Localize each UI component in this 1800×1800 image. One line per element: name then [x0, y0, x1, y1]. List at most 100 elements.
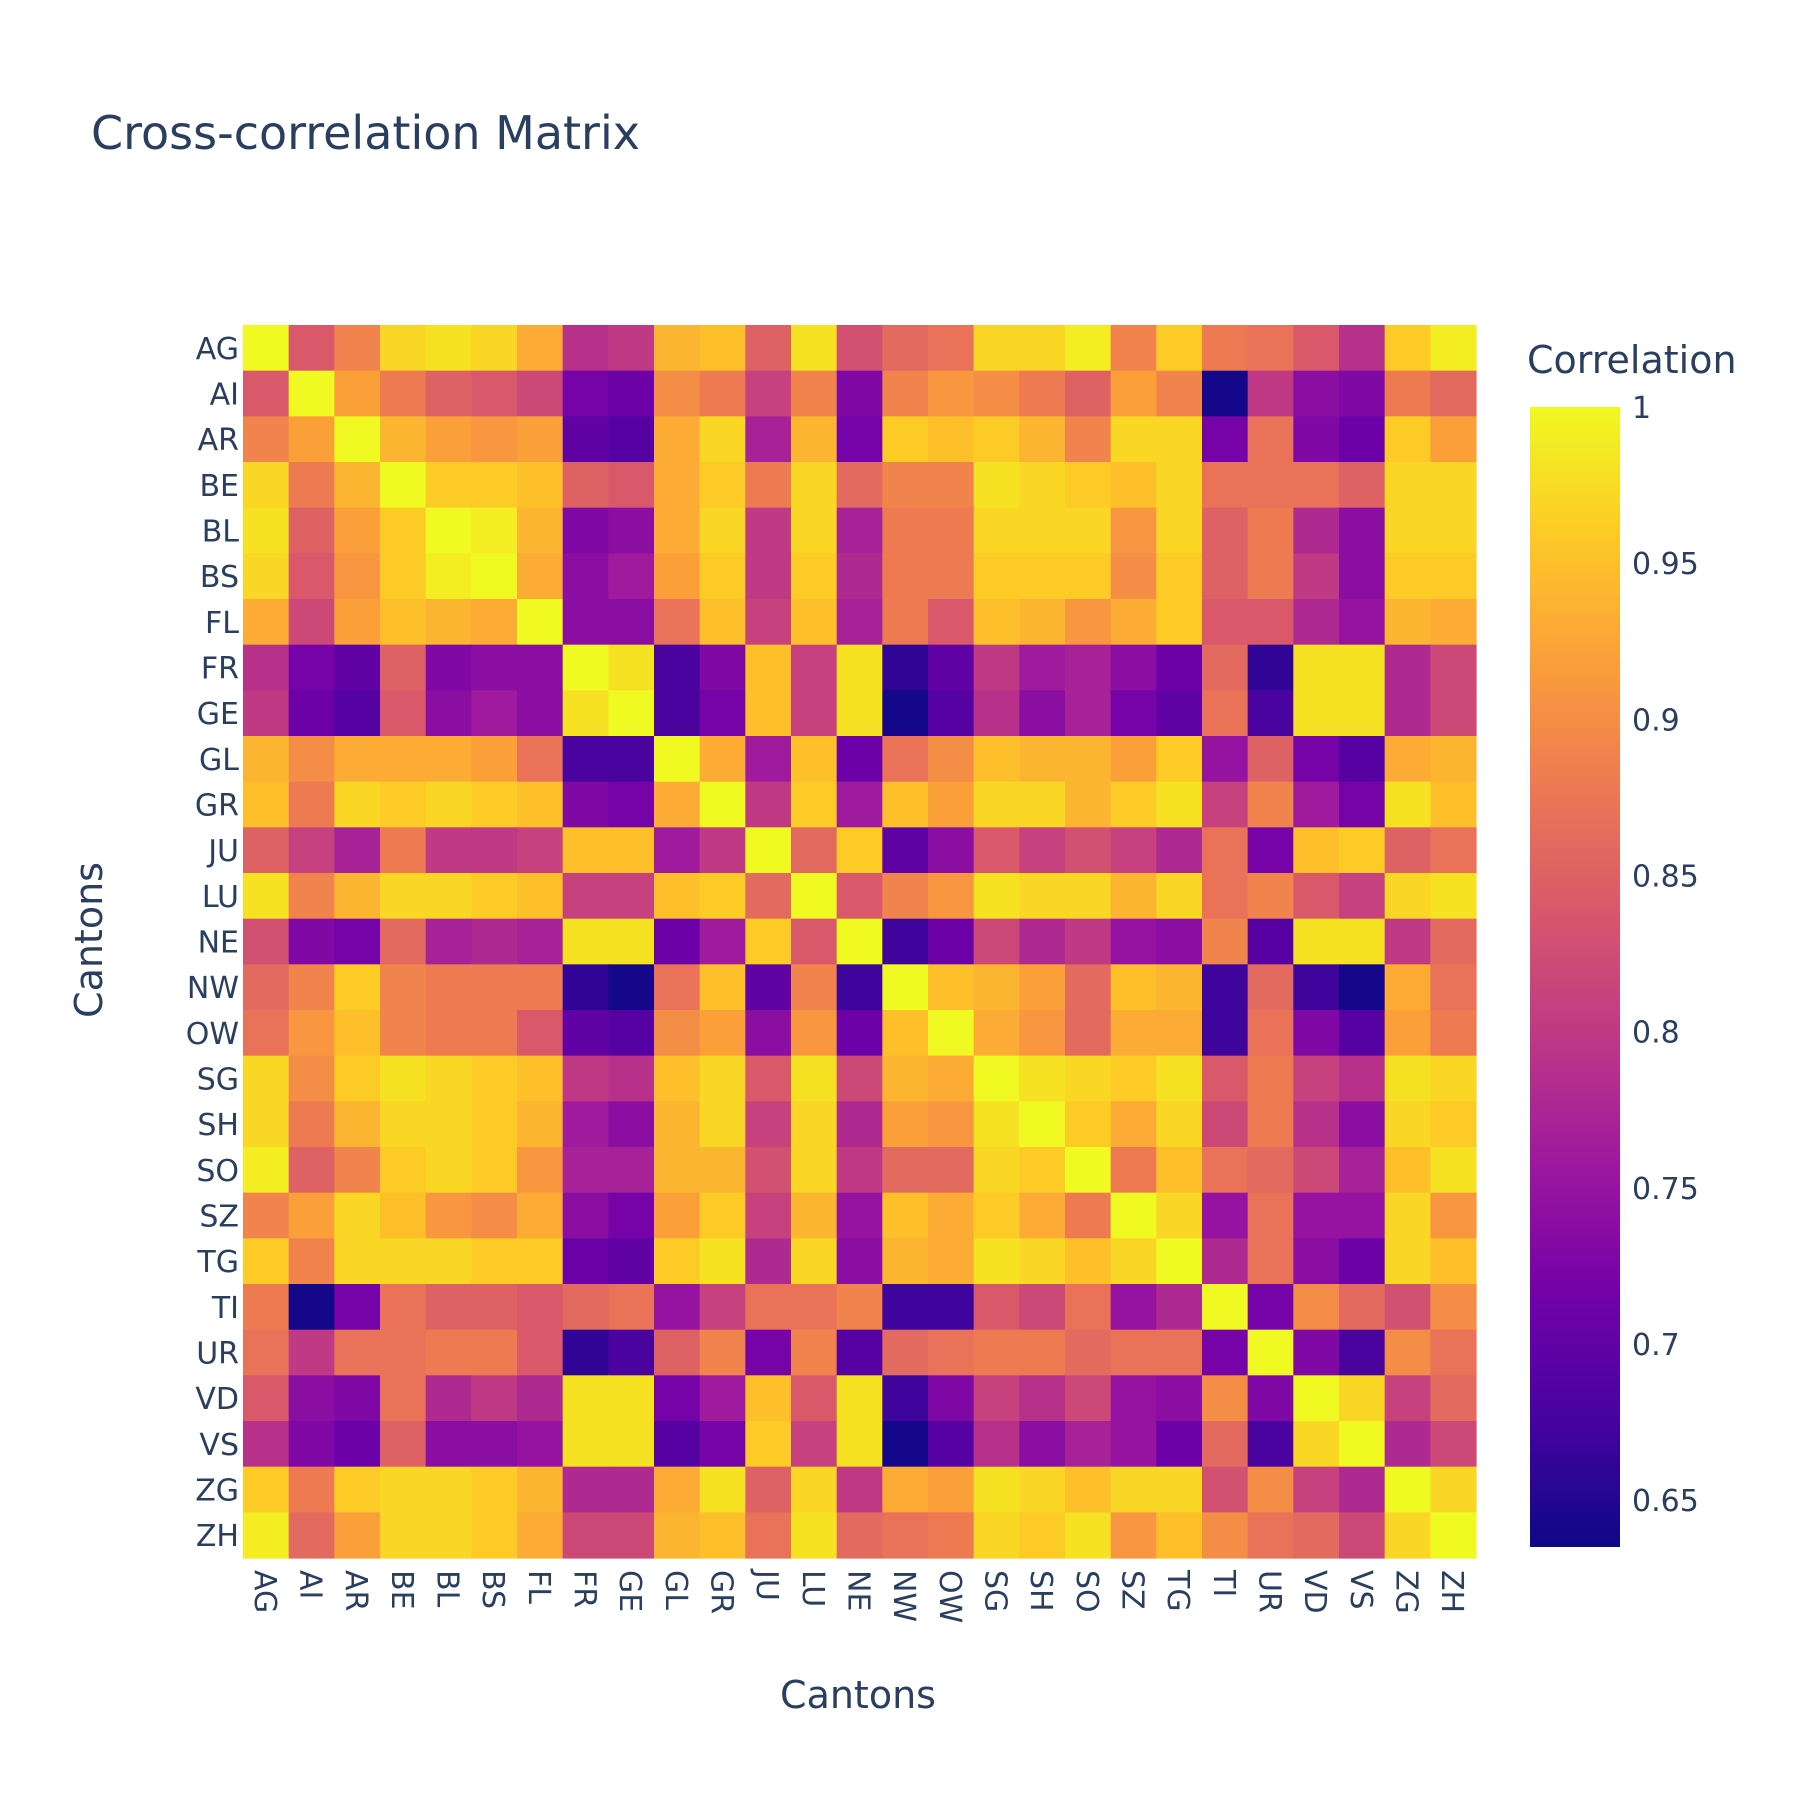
heatmap-cell-SO-TG [1156, 1147, 1203, 1194]
heatmap-cell-SG-GE [608, 1055, 655, 1102]
heatmap-cell-AG-VD [1293, 325, 1340, 372]
heatmap-cell-NE-TI [1202, 918, 1249, 965]
heatmap-cell-SZ-NE [836, 1192, 883, 1239]
heatmap-cell-ZG-FL [517, 1466, 564, 1513]
heatmap-cell-ZG-BE [380, 1466, 427, 1513]
heatmap-cell-GL-BE [380, 736, 427, 783]
heatmap-cell-SH-OW [928, 1101, 975, 1148]
heatmap-cell-UR-AR [334, 1329, 381, 1376]
heatmap-cell-JU-SH [1019, 827, 1066, 874]
x-tick-label: GL [658, 1570, 693, 1610]
heatmap-cell-BL-NW [882, 507, 929, 554]
heatmap-cell-TI-ZG [1384, 1284, 1431, 1331]
heatmap-cell-NW-ZH [1430, 964, 1477, 1011]
heatmap-cell-NW-AI [288, 964, 335, 1011]
heatmap-cell-AG-AI [288, 325, 335, 372]
heatmap-cell-TI-AR [334, 1284, 381, 1331]
heatmap-cell-TG-TG [1156, 1238, 1203, 1285]
heatmap-cell-BL-FR [562, 507, 609, 554]
heatmap-cell-FR-NE [836, 644, 883, 691]
heatmap-cell-JU-VS [1339, 827, 1386, 874]
heatmap-cell-FR-ZG [1384, 644, 1431, 691]
heatmap-cell-AG-JU [745, 325, 792, 372]
heatmap-cell-ZG-FR [562, 1466, 609, 1513]
heatmap-cell-SZ-OW [928, 1192, 975, 1239]
heatmap-cell-SO-VS [1339, 1147, 1386, 1194]
heatmap-cell-TI-SG [973, 1284, 1020, 1331]
heatmap-cell-AI-BS [471, 370, 518, 417]
colorbar-ticks: 1 0.95 0.9 0.85 0.8 0.75 0.7 0.65 [1632, 391, 1699, 1519]
heatmap-cell-NE-SH [1019, 918, 1066, 965]
heatmap-cell-OW-AG [243, 1010, 290, 1057]
heatmap-cell-NW-SG [973, 964, 1020, 1011]
heatmap-cell-AI-GR [699, 370, 746, 417]
heatmap-cell-SO-NE [836, 1147, 883, 1194]
heatmap-cell-TG-AI [288, 1238, 335, 1285]
heatmap-cell-SZ-AI [288, 1192, 335, 1239]
y-tick-label: FL [205, 606, 239, 641]
heatmap-cell-FR-SH [1019, 644, 1066, 691]
heatmap-cell-SH-BS [471, 1101, 518, 1148]
heatmap-cell-ZH-LU [791, 1512, 838, 1559]
heatmap-cell-GR-AI [288, 781, 335, 828]
heatmap-cell-GL-NW [882, 736, 929, 783]
heatmap-cell-LU-SG [973, 873, 1020, 920]
heatmap-cells [243, 325, 1477, 1559]
heatmap-cell-SG-TG [1156, 1055, 1203, 1102]
heatmap-cell-OW-SG [973, 1010, 1020, 1057]
heatmap-cell-SH-VS [1339, 1101, 1386, 1148]
heatmap-cell-FR-AG [243, 644, 290, 691]
x-tick-label: SG [978, 1570, 1013, 1612]
heatmap-cell-FR-BL [425, 644, 472, 691]
heatmap-cell-ZH-ZG [1384, 1512, 1431, 1559]
heatmap-cell-OW-SO [1065, 1010, 1112, 1057]
heatmap-cell-BS-OW [928, 553, 975, 600]
heatmap-cell-ZG-ZG [1384, 1466, 1431, 1513]
y-tick-label: SG [197, 1063, 239, 1098]
heatmap-cell-SH-JU [745, 1101, 792, 1148]
heatmap-cell-LU-FR [562, 873, 609, 920]
heatmap-cell-TI-GL [654, 1284, 701, 1331]
heatmap-cell-BE-SZ [1110, 462, 1157, 509]
heatmap-cell-BS-FR [562, 553, 609, 600]
x-tick-label: AR [338, 1570, 373, 1611]
heatmap-cell-UR-SG [973, 1329, 1020, 1376]
heatmap-cell-GR-UR [1247, 781, 1294, 828]
heatmap-cell-GL-SH [1019, 736, 1066, 783]
heatmap-cell-BE-GR [699, 462, 746, 509]
heatmap-cell-SG-GR [699, 1055, 746, 1102]
heatmap-cell-FL-ZG [1384, 599, 1431, 646]
heatmap-cell-NW-GE [608, 964, 655, 1011]
heatmap-cell-AI-TI [1202, 370, 1249, 417]
heatmap-cell-NE-SO [1065, 918, 1112, 965]
heatmap-cell-JU-BL [425, 827, 472, 874]
heatmap-cell-SH-NW [882, 1101, 929, 1148]
heatmap-cell-LU-AG [243, 873, 290, 920]
heatmap-cell-BE-BE [380, 462, 427, 509]
heatmap-cell-FR-NW [882, 644, 929, 691]
heatmap-cell-SG-AG [243, 1055, 290, 1102]
heatmap-cell-OW-UR [1247, 1010, 1294, 1057]
heatmap-cell-ZG-TG [1156, 1466, 1203, 1513]
heatmap-cell-SG-UR [1247, 1055, 1294, 1102]
heatmap-cell-UR-AI [288, 1329, 335, 1376]
heatmap-cell-ZG-SZ [1110, 1466, 1157, 1513]
heatmap-cell-GE-AG [243, 690, 290, 737]
heatmap-cell-VS-AR [334, 1421, 381, 1468]
heatmap-cell-SH-SO [1065, 1101, 1112, 1148]
x-tick-label: ZH [1434, 1570, 1469, 1613]
heatmap-cell-AR-FR [562, 416, 609, 463]
heatmap-cell-OW-AR [334, 1010, 381, 1057]
heatmap-cell-ZH-BE [380, 1512, 427, 1559]
heatmap-cell-AG-GL [654, 325, 701, 372]
heatmap-cell-GR-JU [745, 781, 792, 828]
heatmap-cell-GL-ZH [1430, 736, 1477, 783]
heatmap-cell-FL-UR [1247, 599, 1294, 646]
heatmap-cell-ZG-BS [471, 1466, 518, 1513]
heatmap-cell-ZH-GE [608, 1512, 655, 1559]
heatmap-cell-OW-BL [425, 1010, 472, 1057]
heatmap-cell-ZH-NE [836, 1512, 883, 1559]
heatmap-cell-FL-VD [1293, 599, 1340, 646]
heatmap-cell-OW-AI [288, 1010, 335, 1057]
heatmap-cell-NW-JU [745, 964, 792, 1011]
